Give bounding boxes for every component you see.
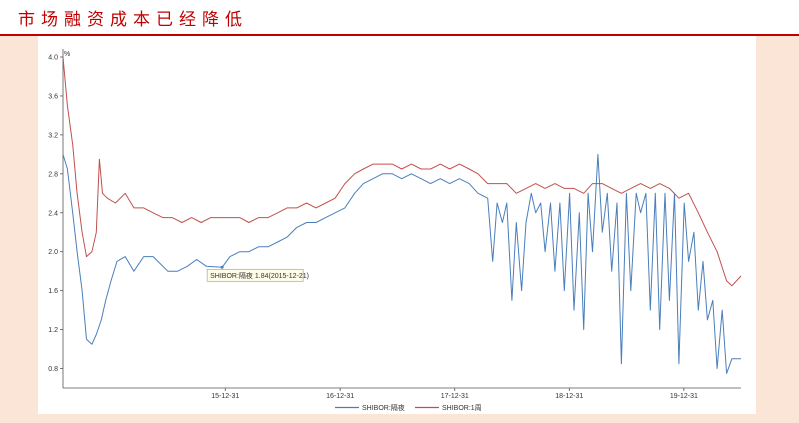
annotation-box bbox=[206, 268, 304, 282]
x-tick-label: 19-12-31 bbox=[670, 393, 698, 400]
y-tick-label: 2.8 bbox=[48, 171, 58, 178]
y-tick-label: 3.2 bbox=[48, 132, 58, 139]
chart-panel bbox=[38, 36, 756, 414]
y-tick-label: 1.6 bbox=[48, 288, 58, 295]
legend-label-2: SHIBOR:1周 bbox=[442, 404, 482, 412]
y-tick-label: 4.0 bbox=[48, 55, 58, 62]
x-tick-label: 16-12-31 bbox=[326, 393, 354, 400]
chart-series bbox=[62, 56, 742, 374]
annotation-label: SHIBOR:隔夜 1.84(2015-12-21) bbox=[210, 271, 309, 280]
y-tick-label: 3.6 bbox=[48, 93, 58, 100]
y-axis-unit: % bbox=[64, 51, 70, 58]
y-tick-label: 1.2 bbox=[48, 327, 58, 334]
right-margin-band bbox=[756, 36, 799, 414]
left-margin-band bbox=[0, 36, 38, 414]
bottom-margin-band bbox=[0, 414, 799, 423]
page-title: 市场融资成本已经降低 bbox=[18, 10, 248, 30]
y-tick-label: 2.0 bbox=[48, 249, 58, 256]
chart-axes: % 4.0 3.6 3.2 2.8 2.4 2.0 1.6 1.2 0.8 15-12-31 16-1… bbox=[48, 49, 741, 400]
y-tick-label: 2.4 bbox=[48, 210, 58, 217]
chart-legend: SHIBOR:隔夜 SHIBOR:1周 bbox=[335, 403, 482, 412]
title-divider bbox=[0, 34, 799, 36]
y-tick-label: 0.8 bbox=[48, 366, 58, 373]
chart-annotations[interactable]: SHIBOR:隔夜 1.84(2015-12-21) bbox=[206, 265, 309, 282]
annotation-marker bbox=[220, 265, 224, 269]
series-line-1 bbox=[62, 153, 741, 374]
series-line-2 bbox=[62, 56, 742, 287]
x-tick-label: 18-12-31 bbox=[555, 393, 583, 400]
x-tick-label: 15-12-31 bbox=[211, 393, 239, 400]
x-tick-label: 17-12-31 bbox=[441, 393, 469, 400]
legend-label-1: SHIBOR:隔夜 bbox=[362, 403, 405, 412]
